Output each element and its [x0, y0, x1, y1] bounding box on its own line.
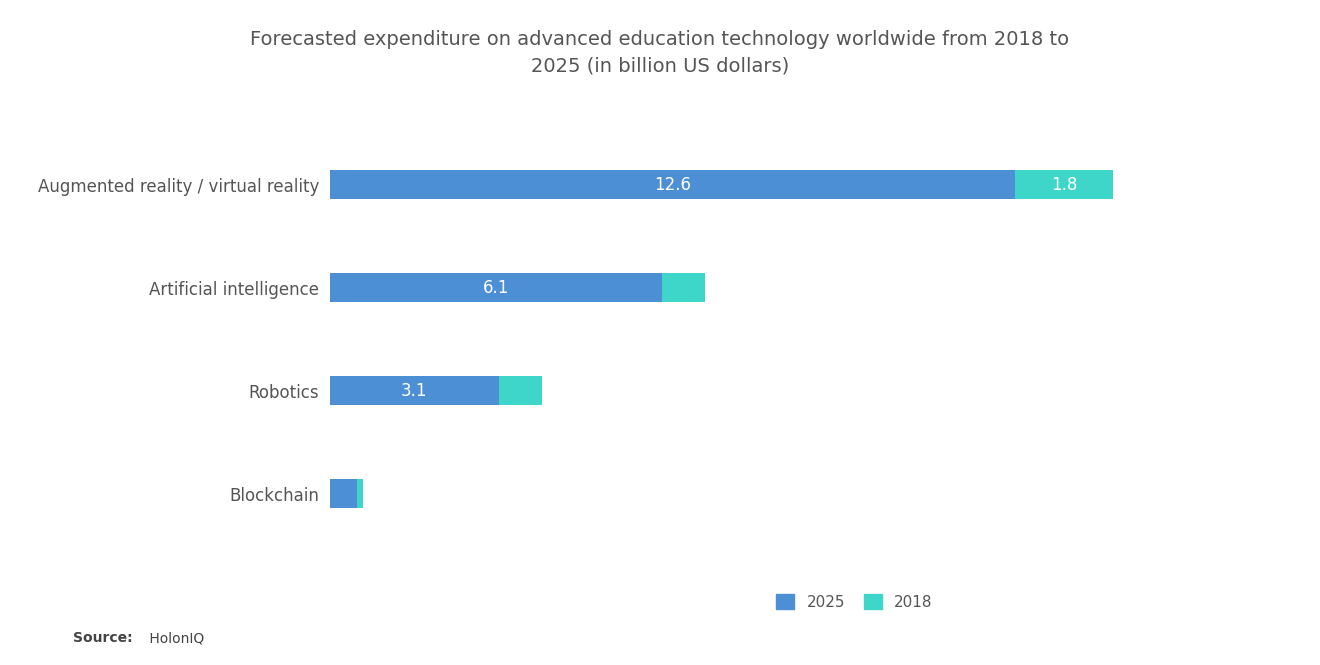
Text: 6.1: 6.1: [483, 279, 510, 297]
Text: 2025 (in billion US dollars): 2025 (in billion US dollars): [531, 57, 789, 76]
Text: Forecasted expenditure on advanced education technology worldwide from 2018 to: Forecasted expenditure on advanced educa…: [251, 30, 1069, 49]
Text: 12.6: 12.6: [655, 176, 692, 194]
Bar: [330, 376, 499, 405]
Text: Source:: Source:: [73, 631, 132, 645]
Text: 3.1: 3.1: [401, 382, 428, 400]
Text: 1.8: 1.8: [1051, 176, 1077, 194]
Legend: 2025, 2018: 2025, 2018: [768, 586, 940, 617]
Bar: [499, 376, 543, 405]
Text: HolonIQ: HolonIQ: [145, 631, 205, 645]
Bar: [330, 479, 358, 508]
Bar: [1015, 170, 1113, 199]
Bar: [330, 170, 1015, 199]
Bar: [661, 273, 705, 302]
Bar: [330, 273, 661, 302]
Bar: [358, 479, 363, 508]
